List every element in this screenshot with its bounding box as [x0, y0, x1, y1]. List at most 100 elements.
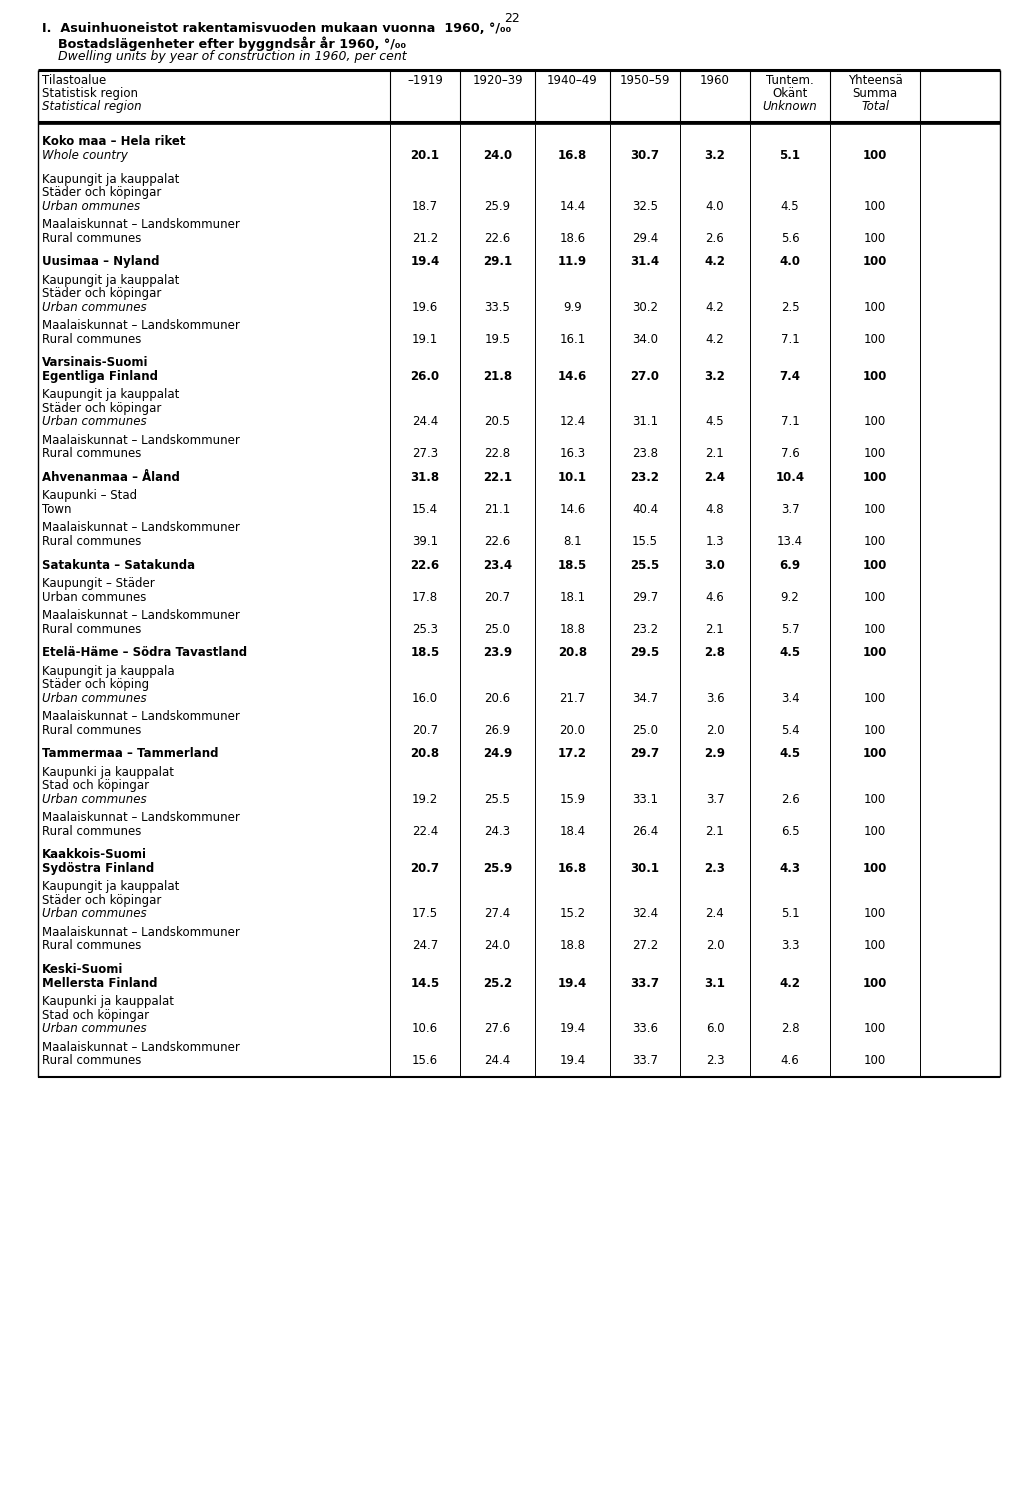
Text: 16.8: 16.8	[558, 149, 587, 162]
Text: Städer och köpingar: Städer och köpingar	[42, 893, 162, 907]
Text: Bostadslägenheter efter byggndsår år 1960, °/₀₀: Bostadslägenheter efter byggndsår år 196…	[58, 36, 407, 51]
Text: 25.0: 25.0	[632, 723, 658, 737]
Text: 100: 100	[864, 200, 886, 212]
Text: 4.5: 4.5	[706, 415, 724, 429]
Text: 20.8: 20.8	[411, 747, 439, 761]
Text: 22.6: 22.6	[484, 232, 511, 245]
Text: 25.9: 25.9	[484, 200, 511, 212]
Text: Rural communes: Rural communes	[42, 1054, 141, 1068]
Text: 4.6: 4.6	[706, 591, 724, 603]
Text: 22.4: 22.4	[412, 824, 438, 838]
Text: 100: 100	[864, 692, 886, 705]
Text: 31.1: 31.1	[632, 415, 658, 429]
Text: 14.6: 14.6	[559, 502, 586, 516]
Text: 18.5: 18.5	[411, 647, 439, 659]
Text: 2.6: 2.6	[780, 793, 800, 806]
Text: 2.9: 2.9	[705, 747, 725, 761]
Text: 17.8: 17.8	[412, 591, 438, 603]
Text: 19.1: 19.1	[412, 332, 438, 346]
Text: 1.3: 1.3	[706, 535, 724, 547]
Text: Städer och köpingar: Städer och köpingar	[42, 186, 162, 199]
Text: 18.1: 18.1	[559, 591, 586, 603]
Text: Rural communes: Rural communes	[42, 232, 141, 245]
Text: 16.3: 16.3	[559, 447, 586, 460]
Text: Rural communes: Rural communes	[42, 447, 141, 460]
Text: 19.5: 19.5	[484, 332, 511, 346]
Text: Tuntem.: Tuntem.	[766, 74, 814, 87]
Text: 25.5: 25.5	[631, 558, 659, 572]
Text: 3.2: 3.2	[705, 149, 725, 162]
Text: 16.0: 16.0	[412, 692, 438, 705]
Text: 2.3: 2.3	[706, 1054, 724, 1068]
Text: 33.6: 33.6	[632, 1023, 658, 1035]
Text: Rural communes: Rural communes	[42, 723, 141, 737]
Text: Stad och köpingar: Stad och köpingar	[42, 1009, 150, 1021]
Text: Kaupunki – Stad: Kaupunki – Stad	[42, 489, 137, 502]
Text: 4.2: 4.2	[705, 256, 725, 268]
Text: 24.4: 24.4	[412, 415, 438, 429]
Text: Maalaiskunnat – Landskommuner: Maalaiskunnat – Landskommuner	[42, 811, 240, 824]
Text: 100: 100	[864, 447, 886, 460]
Text: 14.5: 14.5	[411, 976, 439, 990]
Text: Ahvenanmaa – Åland: Ahvenanmaa – Åland	[42, 471, 180, 484]
Text: 18.7: 18.7	[412, 200, 438, 212]
Text: 2.3: 2.3	[705, 862, 725, 875]
Text: 1960: 1960	[700, 74, 730, 87]
Text: Summa: Summa	[852, 87, 898, 99]
Text: 26.0: 26.0	[411, 370, 439, 384]
Text: Stad och köpingar: Stad och köpingar	[42, 779, 150, 793]
Text: 100: 100	[863, 558, 887, 572]
Text: 19.4: 19.4	[558, 976, 587, 990]
Text: 4.6: 4.6	[780, 1054, 800, 1068]
Text: 10.6: 10.6	[412, 1023, 438, 1035]
Text: Kaupungit ja kauppalat: Kaupungit ja kauppalat	[42, 880, 179, 893]
Text: 15.9: 15.9	[559, 793, 586, 806]
Text: Maalaiskunnat – Landskommuner: Maalaiskunnat – Landskommuner	[42, 710, 240, 723]
Text: 33.7: 33.7	[632, 1054, 658, 1068]
Text: Statistisk region: Statistisk region	[42, 87, 138, 99]
Text: Kaupungit ja kauppala: Kaupungit ja kauppala	[42, 665, 175, 678]
Text: 15.4: 15.4	[412, 502, 438, 516]
Text: 100: 100	[863, 747, 887, 761]
Text: Kaakkois-Suomi: Kaakkois-Suomi	[42, 848, 147, 862]
Text: 39.1: 39.1	[412, 535, 438, 547]
Text: 100: 100	[863, 149, 887, 162]
Text: Keski-Suomi: Keski-Suomi	[42, 963, 123, 976]
Text: 33.7: 33.7	[631, 976, 659, 990]
Text: 23.8: 23.8	[632, 447, 658, 460]
Text: 21.8: 21.8	[483, 370, 512, 384]
Text: 100: 100	[863, 647, 887, 659]
Text: Etelä-Häme – Södra Tavastland: Etelä-Häme – Södra Tavastland	[42, 647, 247, 659]
Text: 23.4: 23.4	[483, 558, 512, 572]
Text: 3.3: 3.3	[780, 940, 800, 952]
Text: 33.1: 33.1	[632, 793, 658, 806]
Text: 2.8: 2.8	[705, 647, 725, 659]
Text: 18.8: 18.8	[559, 623, 586, 636]
Text: 25.3: 25.3	[412, 623, 438, 636]
Text: Kaupunki ja kauppalat: Kaupunki ja kauppalat	[42, 766, 174, 779]
Text: 8.1: 8.1	[563, 535, 582, 547]
Text: Rural communes: Rural communes	[42, 623, 141, 636]
Text: 5.4: 5.4	[780, 723, 800, 737]
Text: Tilastoalue: Tilastoalue	[42, 74, 106, 87]
Text: 22.1: 22.1	[483, 471, 512, 484]
Text: 3.1: 3.1	[705, 976, 725, 990]
Text: 100: 100	[864, 1023, 886, 1035]
Text: 4.5: 4.5	[780, 200, 800, 212]
Text: 4.0: 4.0	[706, 200, 724, 212]
Text: Urban communes: Urban communes	[42, 415, 146, 429]
Text: 10.1: 10.1	[558, 471, 587, 484]
Text: Maalaiskunnat – Landskommuner: Maalaiskunnat – Landskommuner	[42, 433, 240, 447]
Text: Koko maa – Hela riket: Koko maa – Hela riket	[42, 135, 185, 149]
Text: Maalaiskunnat – Landskommuner: Maalaiskunnat – Landskommuner	[42, 926, 240, 938]
Text: 19.4: 19.4	[559, 1054, 586, 1068]
Text: Urban ommunes: Urban ommunes	[42, 200, 140, 212]
Text: 25.9: 25.9	[483, 862, 512, 875]
Text: 100: 100	[864, 623, 886, 636]
Text: 27.2: 27.2	[632, 940, 658, 952]
Text: Maalaiskunnat – Landskommuner: Maalaiskunnat – Landskommuner	[42, 522, 240, 534]
Text: 17.2: 17.2	[558, 747, 587, 761]
Text: 22: 22	[504, 12, 520, 26]
Text: 32.4: 32.4	[632, 907, 658, 920]
Text: 4.5: 4.5	[779, 647, 801, 659]
